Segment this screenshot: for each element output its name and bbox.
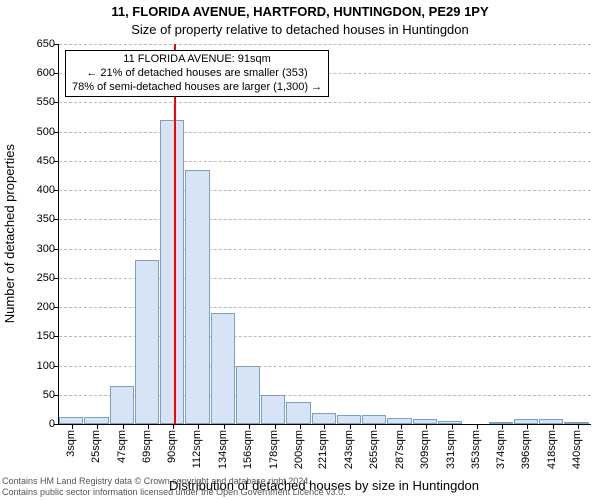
annotation-box: 11 FLORIDA AVENUE: 91sqm ← 21% of detach… xyxy=(65,50,329,97)
ytick-label: 0 xyxy=(49,418,55,430)
ytick-label: 50 xyxy=(43,389,55,401)
ytick-label: 350 xyxy=(37,213,55,225)
ytick-label: 450 xyxy=(37,155,55,167)
xtick-label: 309sqm xyxy=(419,430,431,469)
histogram-bar xyxy=(312,413,336,424)
gridline xyxy=(59,161,591,162)
xtick-mark xyxy=(502,424,503,429)
xtick-label: 47sqm xyxy=(116,430,128,463)
xtick-label: 178sqm xyxy=(268,430,280,469)
ytick-label: 650 xyxy=(37,38,55,50)
xtick-mark xyxy=(324,424,325,429)
gridline xyxy=(59,219,591,220)
xtick-mark xyxy=(477,424,478,429)
chart-root: 11, FLORIDA AVENUE, HARTFORD, HUNTINGDON… xyxy=(0,0,600,500)
footer-line2: Contains public sector information licen… xyxy=(2,487,346,498)
highlight-line xyxy=(174,44,176,424)
xtick-label: 25sqm xyxy=(90,430,102,463)
histogram-bar xyxy=(261,395,285,424)
xtick-mark xyxy=(97,424,98,429)
xtick-mark xyxy=(452,424,453,429)
xtick-mark xyxy=(401,424,402,429)
histogram-bar xyxy=(337,415,361,424)
xtick-mark xyxy=(553,424,554,429)
xtick-label: 418sqm xyxy=(546,430,558,469)
xtick-label: 112sqm xyxy=(191,430,203,468)
xtick-label: 3sqm xyxy=(65,430,77,457)
histogram-bar xyxy=(211,313,235,424)
xtick-mark xyxy=(578,424,579,429)
annotation-line3: 78% of semi-detached houses are larger (… xyxy=(72,81,322,95)
histogram-bar xyxy=(135,260,159,424)
xtick-label: 90sqm xyxy=(166,430,178,463)
xtick-label: 374sqm xyxy=(495,430,507,469)
histogram-bar xyxy=(438,421,462,424)
footer-line1: Contains HM Land Registry data © Crown c… xyxy=(2,476,346,487)
xtick-label: 287sqm xyxy=(394,430,406,469)
ytick-label: 250 xyxy=(37,272,55,284)
histogram-bar xyxy=(185,170,209,424)
xtick-label: 331sqm xyxy=(445,430,457,469)
ytick-label: 500 xyxy=(37,126,55,138)
gridline xyxy=(59,132,591,133)
histogram-bar xyxy=(84,417,108,424)
xtick-mark xyxy=(426,424,427,429)
histogram-bar xyxy=(160,120,184,424)
xtick-label: 243sqm xyxy=(343,430,355,469)
y-axis-label-text: Number of detached properties xyxy=(2,144,17,323)
xtick-label: 353sqm xyxy=(470,430,482,469)
histogram-bar xyxy=(110,386,134,424)
xtick-label: 265sqm xyxy=(368,430,380,469)
histogram-bar xyxy=(514,419,538,424)
gridline xyxy=(59,249,591,250)
xtick-mark xyxy=(72,424,73,429)
xtick-mark xyxy=(527,424,528,429)
xtick-mark xyxy=(173,424,174,429)
xtick-mark xyxy=(300,424,301,429)
xtick-mark xyxy=(350,424,351,429)
xtick-mark xyxy=(224,424,225,429)
xtick-mark xyxy=(249,424,250,429)
plot-area: 0501001502002503003504004505005506006503… xyxy=(58,44,591,425)
xtick-label: 396sqm xyxy=(520,430,532,469)
ytick-label: 600 xyxy=(37,67,55,79)
xtick-label: 221sqm xyxy=(317,430,329,469)
xtick-mark xyxy=(275,424,276,429)
histogram-bar xyxy=(362,415,386,424)
ytick-label: 300 xyxy=(37,243,55,255)
xtick-mark xyxy=(375,424,376,429)
histogram-bar xyxy=(286,402,310,424)
chart-subtitle: Size of property relative to detached ho… xyxy=(0,22,600,37)
histogram-bar xyxy=(59,417,83,424)
xtick-mark xyxy=(198,424,199,429)
annotation-line1: 11 FLORIDA AVENUE: 91sqm xyxy=(72,53,322,67)
histogram-bar xyxy=(236,366,260,424)
annotation-line2: ← 21% of detached houses are smaller (35… xyxy=(72,67,322,81)
histogram-bar xyxy=(413,419,437,424)
gridline xyxy=(59,44,591,45)
xtick-label: 200sqm xyxy=(293,430,305,469)
footer: Contains HM Land Registry data © Crown c… xyxy=(2,476,346,498)
histogram-bar xyxy=(387,418,411,424)
ytick-label: 100 xyxy=(37,360,55,372)
gridline xyxy=(59,190,591,191)
ytick-label: 200 xyxy=(37,301,55,313)
ytick-label: 400 xyxy=(37,184,55,196)
chart-title: 11, FLORIDA AVENUE, HARTFORD, HUNTINGDON… xyxy=(0,4,600,19)
histogram-bar xyxy=(564,422,588,424)
y-axis-label: Number of detached properties xyxy=(0,44,18,424)
xtick-label: 134sqm xyxy=(217,430,229,469)
xtick-mark xyxy=(148,424,149,429)
xtick-label: 156sqm xyxy=(242,430,254,469)
xtick-label: 440sqm xyxy=(571,430,583,469)
xtick-mark xyxy=(123,424,124,429)
ytick-label: 550 xyxy=(37,96,55,108)
histogram-bar xyxy=(539,419,563,424)
gridline xyxy=(59,102,591,103)
histogram-bar xyxy=(489,422,513,424)
ytick-label: 150 xyxy=(37,330,55,342)
xtick-label: 69sqm xyxy=(141,430,153,463)
